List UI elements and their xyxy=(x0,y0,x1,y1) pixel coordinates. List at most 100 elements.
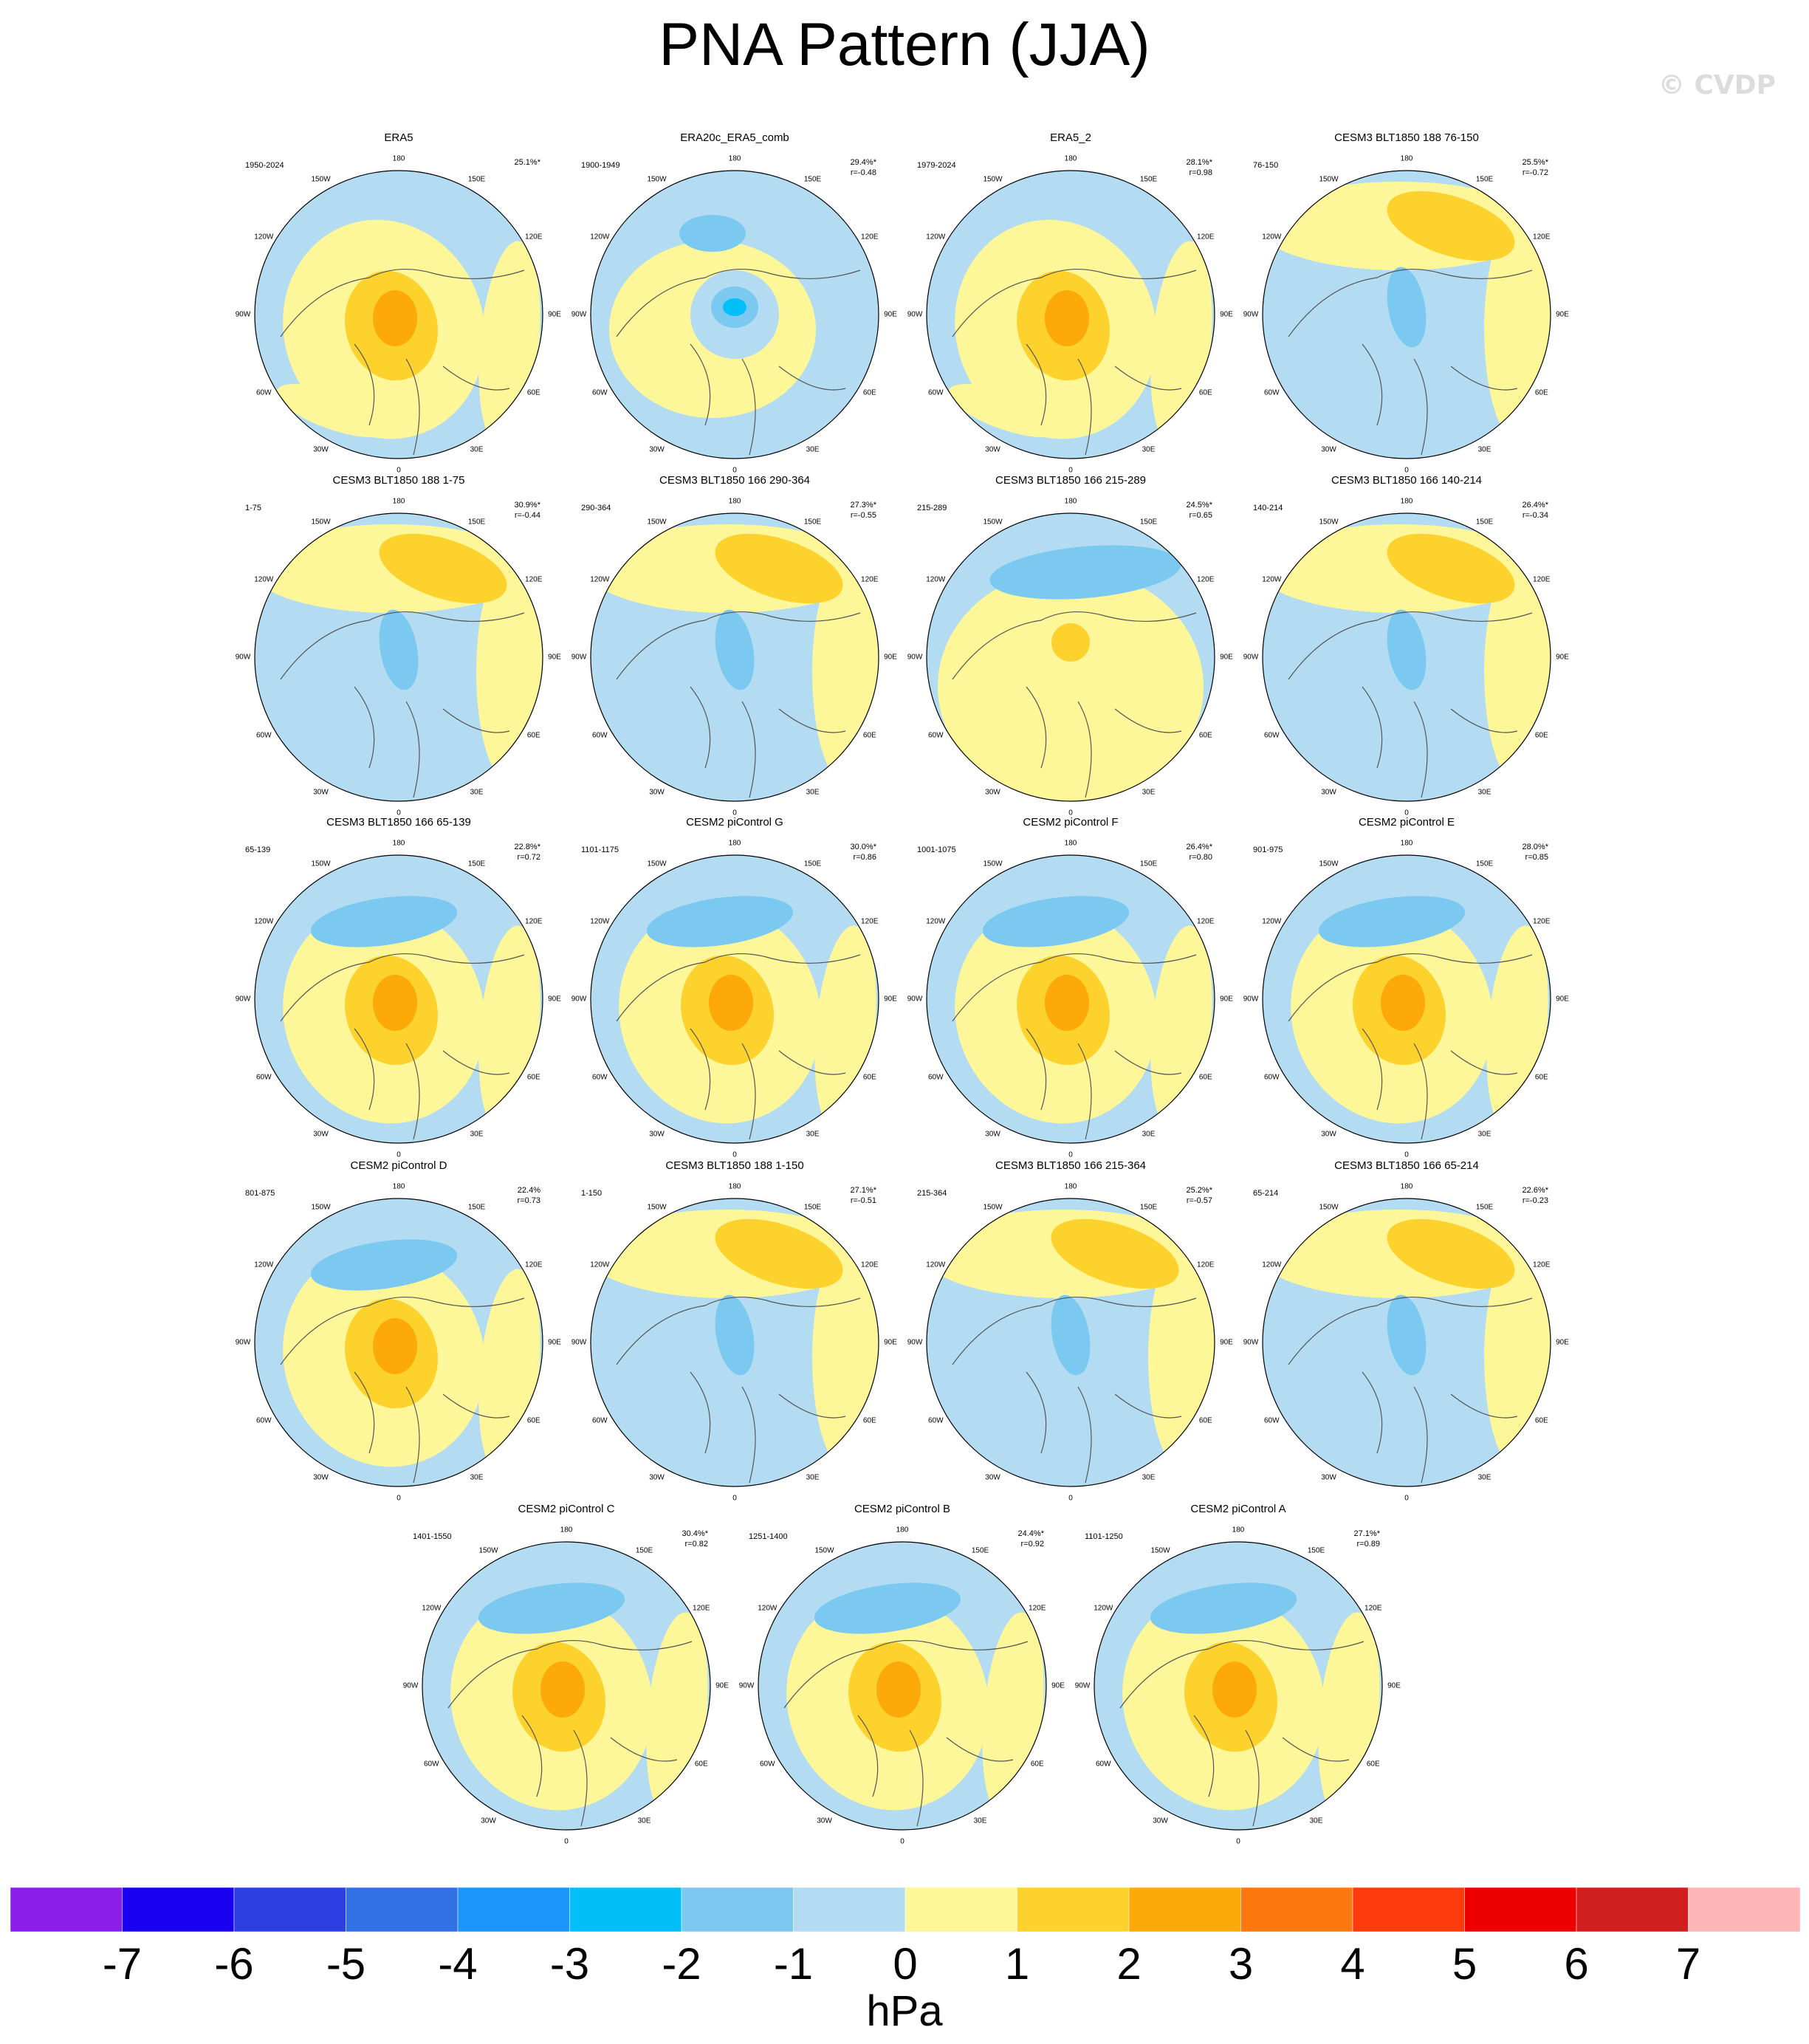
longitude-label: 90E xyxy=(1220,310,1233,319)
longitude-label: 90E xyxy=(884,995,897,1004)
panel-stats: 30.0%* r=0.86 xyxy=(851,842,876,862)
longitude-label: 30E xyxy=(470,445,484,454)
longitude-label: 60E xyxy=(1198,731,1212,739)
longitude-label: 120W xyxy=(1262,1261,1282,1269)
longitude-label: 180 xyxy=(1400,839,1413,848)
longitude-label: 90E xyxy=(715,1681,729,1690)
anomaly-field xyxy=(783,1582,1044,1827)
map-border xyxy=(926,512,1215,802)
anomaly-positive-pacific xyxy=(715,1218,843,1289)
longitude-label: 30W xyxy=(1321,445,1336,454)
longitude-label: 0 xyxy=(1404,809,1409,817)
longitude-label: 120W xyxy=(1262,575,1282,583)
polar-map xyxy=(254,854,543,1144)
longitude-label: 0 xyxy=(397,809,401,817)
panel-title: CESM2 piControl F xyxy=(1023,816,1119,829)
longitude-label: 60E xyxy=(1198,388,1212,397)
longitude-label: 180 xyxy=(1400,497,1413,506)
coastline xyxy=(280,611,525,798)
longitude-label: 120W xyxy=(590,1261,610,1269)
panel-variance-pct: 30.9%* xyxy=(514,501,540,510)
colorbar-segment xyxy=(569,1887,682,1932)
coastline xyxy=(280,953,525,1140)
colorbar-tick-label: 1 xyxy=(1004,1939,1030,1989)
longitude-label: 120E xyxy=(1197,917,1215,925)
anomaly-positive-atlantic xyxy=(276,383,388,438)
longitude-label: 120W xyxy=(590,233,610,241)
longitude-label: 30E xyxy=(1142,788,1156,797)
map-panel: ERA5 1950-2024 25.1%* 180 150E 120E 90E 60E 30E 0… xyxy=(236,131,561,475)
longitude-label: 30E xyxy=(973,1817,987,1825)
panel-pattern-correlation: r=0.65 xyxy=(1189,511,1213,520)
panel-title: CESM3 BLT1850 166 215-289 xyxy=(995,474,1147,487)
longitude-label: 180 xyxy=(1232,1526,1245,1534)
panel-stats: 22.6%* r=-0.23 xyxy=(1523,1185,1548,1206)
panel-variance-pct: 30.4%* xyxy=(682,1529,708,1538)
panel-variance-pct: 29.4%* xyxy=(850,158,876,167)
polar-map xyxy=(254,1198,543,1487)
longitude-label: 60W xyxy=(591,1073,608,1081)
anomaly-negative-peak xyxy=(723,298,746,316)
longitude-label: 180 xyxy=(560,1526,573,1534)
anomaly-negative-pacific xyxy=(478,1582,625,1634)
longitude-label: 120W xyxy=(422,1604,442,1612)
panel-years: 1401-1550 xyxy=(413,1532,452,1541)
map-panel: CESM3 BLT1850 188 76-150 76-150 25.5%* r=-0… xyxy=(1243,131,1569,475)
map-panel: CESM3 BLT1850 166 215-289 215-289 24.5%* r=… xyxy=(907,474,1233,817)
panel-title: ERA5_2 xyxy=(1050,131,1091,144)
longitude-label: 120E xyxy=(525,233,543,241)
longitude-label: 120E xyxy=(1197,575,1215,583)
map-panel: ERA20c_ERA5_comb 1900-1949 29.4%* r=-0.48 18… xyxy=(571,131,897,475)
longitude-label: 0 xyxy=(397,1150,401,1159)
longitude-label: 30E xyxy=(806,788,820,797)
map-panel: CESM2 piControl C 1401-1550 30.4%* r=0.82 18… xyxy=(403,1503,729,1846)
longitude-label: 60W xyxy=(759,1760,775,1768)
map-border xyxy=(1262,854,1551,1144)
longitude-label: 60E xyxy=(862,1416,876,1424)
panel-stats: 27.1%* r=-0.51 xyxy=(851,1185,876,1206)
longitude-label: 90W xyxy=(1074,1681,1091,1690)
coastline xyxy=(616,1297,861,1484)
panel-pattern-correlation: r=0.92 xyxy=(1020,1540,1045,1549)
colorbar-segment xyxy=(346,1887,459,1932)
anomaly-positive-pacific xyxy=(1051,1218,1179,1289)
longitude-label: 90W xyxy=(1243,310,1259,319)
panel-variance-pct: 28.0%* xyxy=(1522,843,1548,851)
longitude-label: 0 xyxy=(1068,809,1073,817)
longitude-label: 90W xyxy=(235,1338,251,1347)
longitude-label: 150W xyxy=(814,1546,834,1555)
map-border xyxy=(926,1198,1215,1487)
panel-pattern-correlation: r=0.85 xyxy=(1525,853,1549,862)
panel-stats: 27.1%* r=0.89 xyxy=(1354,1529,1380,1549)
longitude-label: 30E xyxy=(1477,1130,1492,1139)
longitude-label: 150W xyxy=(1319,175,1339,184)
longitude-label: 120E xyxy=(1197,233,1215,241)
polar-map xyxy=(926,1198,1215,1487)
longitude-label: 120E xyxy=(525,1261,543,1269)
longitude-label: 150W xyxy=(311,860,331,868)
longitude-label: 30E xyxy=(1309,1817,1323,1825)
longitude-label: 90W xyxy=(402,1681,419,1690)
panel-pattern-correlation: r=-0.51 xyxy=(850,1196,876,1205)
longitude-label: 120E xyxy=(1365,1604,1382,1612)
map-border xyxy=(1262,1198,1551,1487)
longitude-label: 60E xyxy=(526,388,540,397)
longitude-label: 150E xyxy=(803,518,822,527)
longitude-label: 0 xyxy=(732,1494,737,1503)
polar-map xyxy=(590,854,879,1144)
longitude-label: 60E xyxy=(1534,388,1548,397)
panel-stats: 25.1%* xyxy=(515,157,540,168)
longitude-label: 120W xyxy=(254,233,274,241)
colorbar-segment xyxy=(1240,1887,1353,1932)
longitude-label: 90E xyxy=(1220,1338,1233,1347)
polar-map xyxy=(926,170,1215,459)
panel-stats: 26.4%* r=-0.34 xyxy=(1523,500,1548,521)
coastline xyxy=(616,611,861,798)
panel-variance-pct: 27.3%* xyxy=(850,501,876,510)
longitude-label: 120E xyxy=(861,575,879,583)
map-panel: ERA5_2 1979-2024 28.1%* r=0.98 180 150E 120E 90… xyxy=(907,131,1233,475)
longitude-label: 90E xyxy=(884,653,897,662)
map-border xyxy=(254,854,543,1144)
map-panel: CESM2 piControl D 801-875 22.4% r=0.73 180 15… xyxy=(236,1159,561,1503)
colorbar-tick-label: 0 xyxy=(893,1939,918,1989)
